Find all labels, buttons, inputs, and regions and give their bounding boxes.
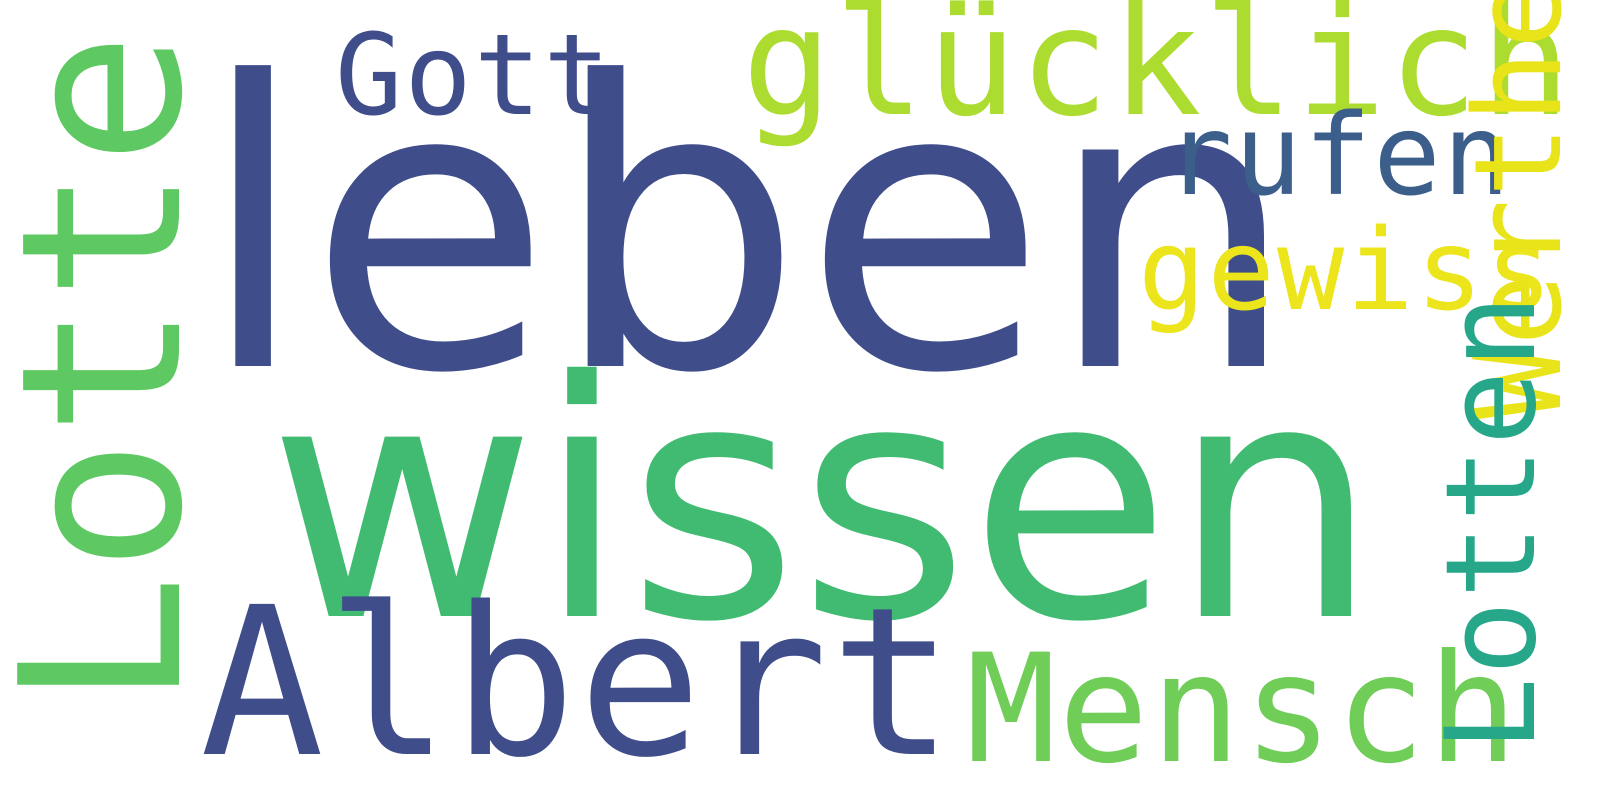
word-gewiss: gewiss bbox=[1138, 206, 1555, 336]
word-albert: Albert bbox=[200, 563, 957, 800]
word-lotten: Lotten bbox=[1420, 292, 1564, 752]
word-lotte: Lotte bbox=[0, 29, 232, 708]
word-wissen: wissen bbox=[268, 313, 1379, 694]
word-rufen: rufen bbox=[1165, 91, 1513, 221]
word-leben: leben bbox=[198, 0, 1298, 460]
word-gluecklich: glücklich bbox=[742, 0, 1573, 150]
word-gott: Gott bbox=[335, 11, 613, 141]
word-mensch: Mensch bbox=[966, 623, 1520, 797]
